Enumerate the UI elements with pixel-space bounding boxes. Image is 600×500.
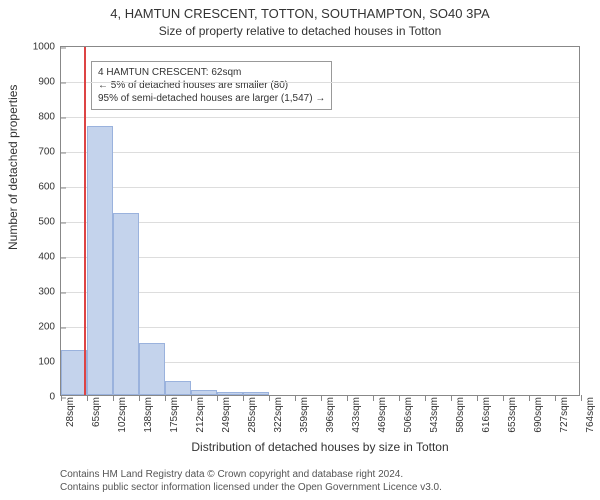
x-tick-label: 690sqm xyxy=(529,395,544,433)
x-tick-label: 469sqm xyxy=(373,395,388,433)
x-tick-label: 433sqm xyxy=(347,395,362,433)
gridline xyxy=(61,187,579,188)
histogram-bar xyxy=(165,381,191,395)
y-tick-label: 0 xyxy=(15,392,61,403)
x-tick-label: 322sqm xyxy=(269,395,284,433)
y-tick-label: 700 xyxy=(15,147,61,158)
histogram-bar xyxy=(113,213,139,395)
chart-subtitle: Size of property relative to detached ho… xyxy=(0,24,600,38)
footer-text: Contains HM Land Registry data © Crown c… xyxy=(60,468,580,494)
y-tick-label: 200 xyxy=(15,322,61,333)
x-tick-label: 727sqm xyxy=(555,395,570,433)
histogram-bar xyxy=(191,390,217,395)
x-axis-label: Distribution of detached houses by size … xyxy=(60,440,580,454)
x-tick-label: 102sqm xyxy=(113,395,128,433)
x-tick-label: 653sqm xyxy=(503,395,518,433)
y-tick-label: 300 xyxy=(15,287,61,298)
x-tick-label: 28sqm xyxy=(61,395,76,427)
y-tick-label: 400 xyxy=(15,252,61,263)
y-tick-label: 900 xyxy=(15,77,61,88)
x-tick-label: 212sqm xyxy=(191,395,206,433)
x-tick-label: 764sqm xyxy=(581,395,596,433)
footer-line1: Contains HM Land Registry data © Crown c… xyxy=(60,468,580,481)
x-tick-label: 359sqm xyxy=(295,395,310,433)
chart-container: { "chart": { "type": "histogram", "title… xyxy=(0,0,600,500)
y-tick-label: 500 xyxy=(15,217,61,228)
highlight-line xyxy=(84,47,86,395)
x-tick-label: 175sqm xyxy=(165,395,180,433)
x-tick-label: 285sqm xyxy=(243,395,258,433)
annotation-line: ← 5% of detached houses are smaller (80) xyxy=(98,79,325,92)
gridline xyxy=(61,152,579,153)
histogram-bar xyxy=(87,126,113,396)
x-tick-label: 138sqm xyxy=(139,395,154,433)
gridline xyxy=(61,82,579,83)
x-tick-label: 249sqm xyxy=(217,395,232,433)
chart-title: 4, HAMTUN CRESCENT, TOTTON, SOUTHAMPTON,… xyxy=(0,6,600,21)
y-tick-label: 100 xyxy=(15,357,61,368)
y-tick-label: 800 xyxy=(15,112,61,123)
y-tick-label: 1000 xyxy=(15,42,61,53)
y-tick-label: 600 xyxy=(15,182,61,193)
annotation-line: 4 HAMTUN CRESCENT: 62sqm xyxy=(98,66,325,79)
x-tick-label: 65sqm xyxy=(87,395,102,427)
histogram-bar xyxy=(217,392,243,396)
histogram-bar xyxy=(243,392,269,396)
plot-area: 4 HAMTUN CRESCENT: 62sqm← 5% of detached… xyxy=(60,46,580,396)
footer-line2: Contains public sector information licen… xyxy=(60,481,580,494)
x-tick-label: 580sqm xyxy=(451,395,466,433)
histogram-bar xyxy=(139,343,165,396)
gridline xyxy=(61,117,579,118)
x-tick-label: 396sqm xyxy=(321,395,336,433)
annotation-line: 95% of semi-detached houses are larger (… xyxy=(98,92,325,105)
x-tick-label: 543sqm xyxy=(425,395,440,433)
annotation-box: 4 HAMTUN CRESCENT: 62sqm← 5% of detached… xyxy=(91,61,332,110)
x-tick-label: 616sqm xyxy=(477,395,492,433)
x-tick-label: 506sqm xyxy=(399,395,414,433)
